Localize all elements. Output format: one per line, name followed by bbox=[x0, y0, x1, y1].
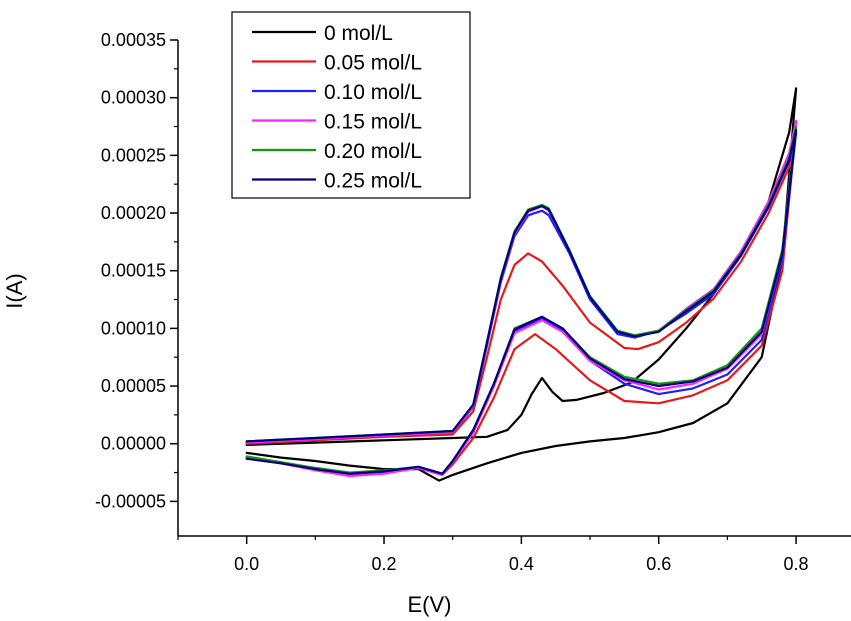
y-tick-label: 0.00030 bbox=[101, 88, 166, 108]
y-tick-label: 0.00000 bbox=[101, 434, 166, 454]
series-layer bbox=[245, 87, 798, 482]
legend-box bbox=[231, 11, 471, 199]
y-tick-label: -0.00005 bbox=[95, 491, 166, 511]
x-tick-label: 0.6 bbox=[646, 554, 671, 574]
y-tick-label: 0.00010 bbox=[101, 318, 166, 338]
y-axis-label: I(A) bbox=[2, 273, 27, 308]
x-axis-label: E(V) bbox=[408, 592, 452, 617]
series-line-5 bbox=[245, 128, 798, 475]
axes-layer: 0.0 0.2 0.4 0.6 0.8 -0.00005 0.00000 0.00005 0.0… bbox=[2, 30, 851, 617]
legend-label: 0.25 mol/L bbox=[324, 170, 422, 193]
y-tick-label: 0.00035 bbox=[101, 30, 166, 50]
y-tick-label: 0.00020 bbox=[101, 203, 166, 223]
y-tick-label: 0.00015 bbox=[101, 261, 166, 281]
legend-label: 0 mol/L bbox=[324, 22, 393, 45]
series-line-0 bbox=[245, 87, 798, 482]
y-tick-label: 0.00025 bbox=[101, 145, 166, 165]
legend-label: 0.05 mol/L bbox=[324, 52, 422, 75]
y-tick-label: 0.00005 bbox=[101, 376, 166, 396]
legend-label: 0.15 mol/L bbox=[324, 111, 422, 134]
legend-label: 0.10 mol/L bbox=[324, 81, 422, 104]
x-tick-label: 0.4 bbox=[509, 554, 534, 574]
legend-label: 0.20 mol/L bbox=[324, 140, 422, 163]
x-tick-label: 0.2 bbox=[372, 554, 397, 574]
x-tick-label: 0.8 bbox=[784, 554, 809, 574]
legend: 0 mol/L 0.05 mol/L 0.10 mol/L 0.15 mol/L 0.2… bbox=[231, 11, 471, 199]
x-tick-label: 0.0 bbox=[234, 554, 259, 574]
